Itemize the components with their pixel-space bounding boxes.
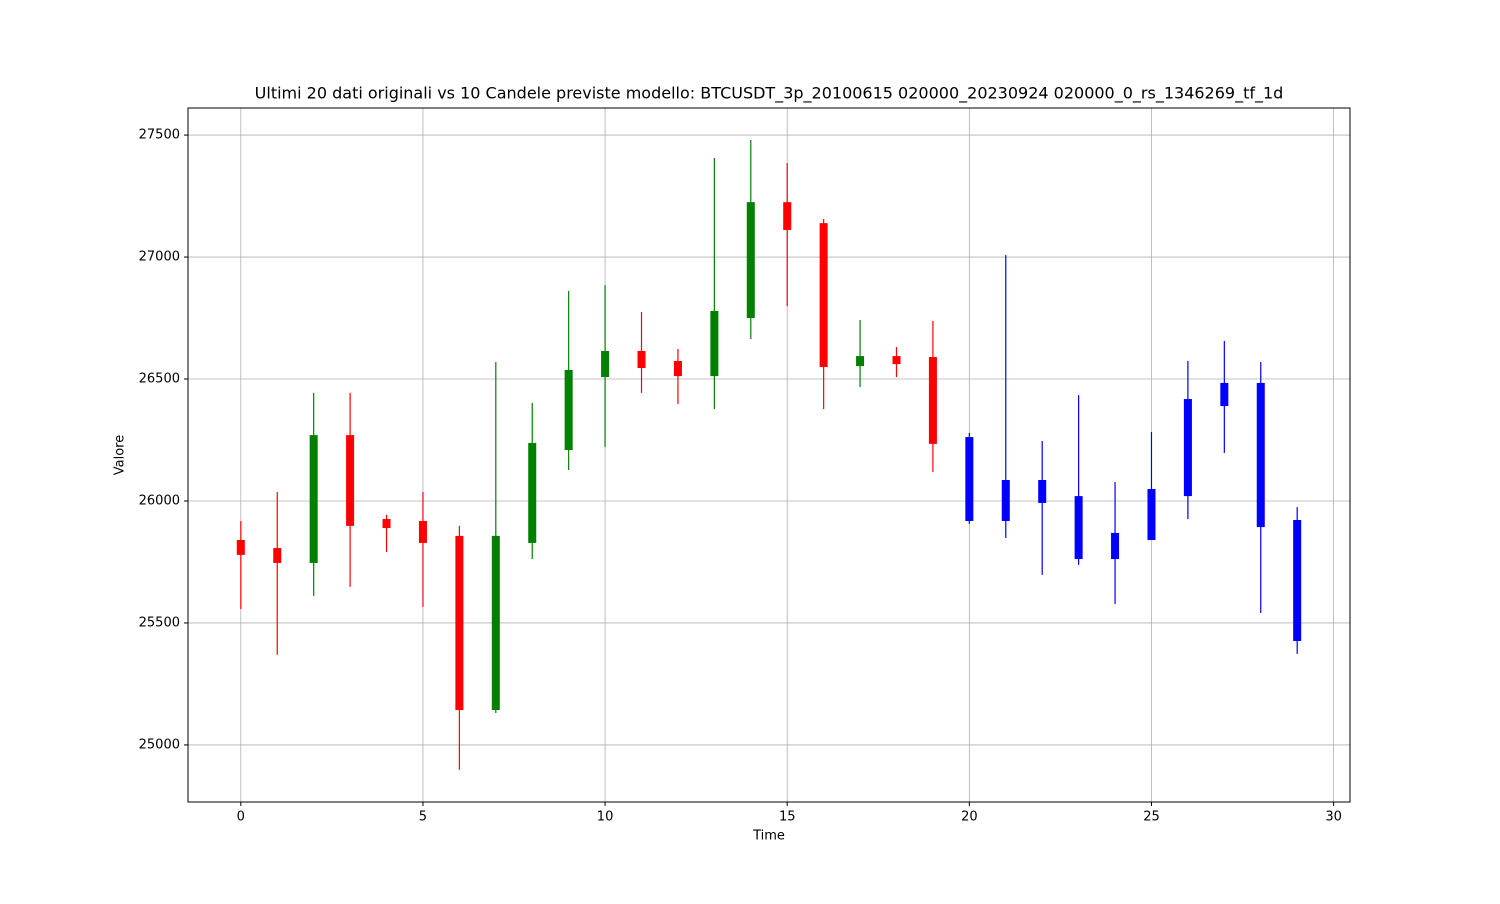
- candle-body: [1220, 382, 1229, 407]
- candle-body: [1183, 399, 1192, 497]
- y-tick-label: 25500: [139, 615, 180, 630]
- candle-body: [455, 535, 464, 711]
- candle-body: [928, 357, 937, 444]
- candle-body: [491, 535, 500, 711]
- y-tick-label: 27500: [139, 128, 180, 143]
- x-axis-label: Time: [752, 829, 785, 844]
- x-tick-label: 30: [1325, 810, 1342, 825]
- y-tick-label: 27000: [139, 250, 180, 265]
- candle-body: [236, 540, 245, 555]
- candle-body: [564, 369, 573, 450]
- x-tick-label: 25: [1143, 810, 1160, 825]
- candle-body: [309, 435, 318, 563]
- candle-body: [892, 356, 901, 365]
- y-axis-label: Valore: [113, 435, 128, 475]
- candle-body: [418, 520, 427, 543]
- candle-body: [382, 519, 391, 529]
- candle-body: [710, 310, 719, 377]
- candle-body: [1111, 532, 1120, 560]
- y-tick-label: 25000: [139, 737, 180, 752]
- y-tick-label: 26000: [139, 493, 180, 508]
- candle-body: [1147, 489, 1156, 541]
- x-tick-label: 5: [419, 810, 427, 825]
- x-tick-label: 10: [597, 810, 614, 825]
- plot-frame: [187, 107, 1351, 803]
- candle-body: [601, 350, 610, 378]
- candle-body: [746, 202, 755, 319]
- candle-body: [965, 437, 974, 521]
- candle-body: [346, 435, 355, 526]
- candle-body: [1074, 496, 1083, 560]
- candle-body: [673, 360, 682, 377]
- candle-body: [856, 356, 865, 367]
- candle-body: [1038, 480, 1047, 503]
- candle-body: [273, 548, 282, 563]
- candle-body: [819, 223, 828, 368]
- candle-body: [528, 442, 537, 543]
- candle-body: [783, 202, 792, 230]
- x-tick-label: 20: [961, 810, 978, 825]
- candle-body: [637, 350, 646, 369]
- x-tick-label: 15: [779, 810, 796, 825]
- chart-title: Ultimi 20 dati originali vs 10 Candele p…: [255, 84, 1284, 104]
- y-tick-label: 26500: [139, 372, 180, 387]
- candle-body: [1001, 480, 1010, 521]
- candle-body: [1256, 382, 1265, 528]
- candle-body: [1293, 520, 1302, 642]
- x-tick-label: 0: [237, 810, 245, 825]
